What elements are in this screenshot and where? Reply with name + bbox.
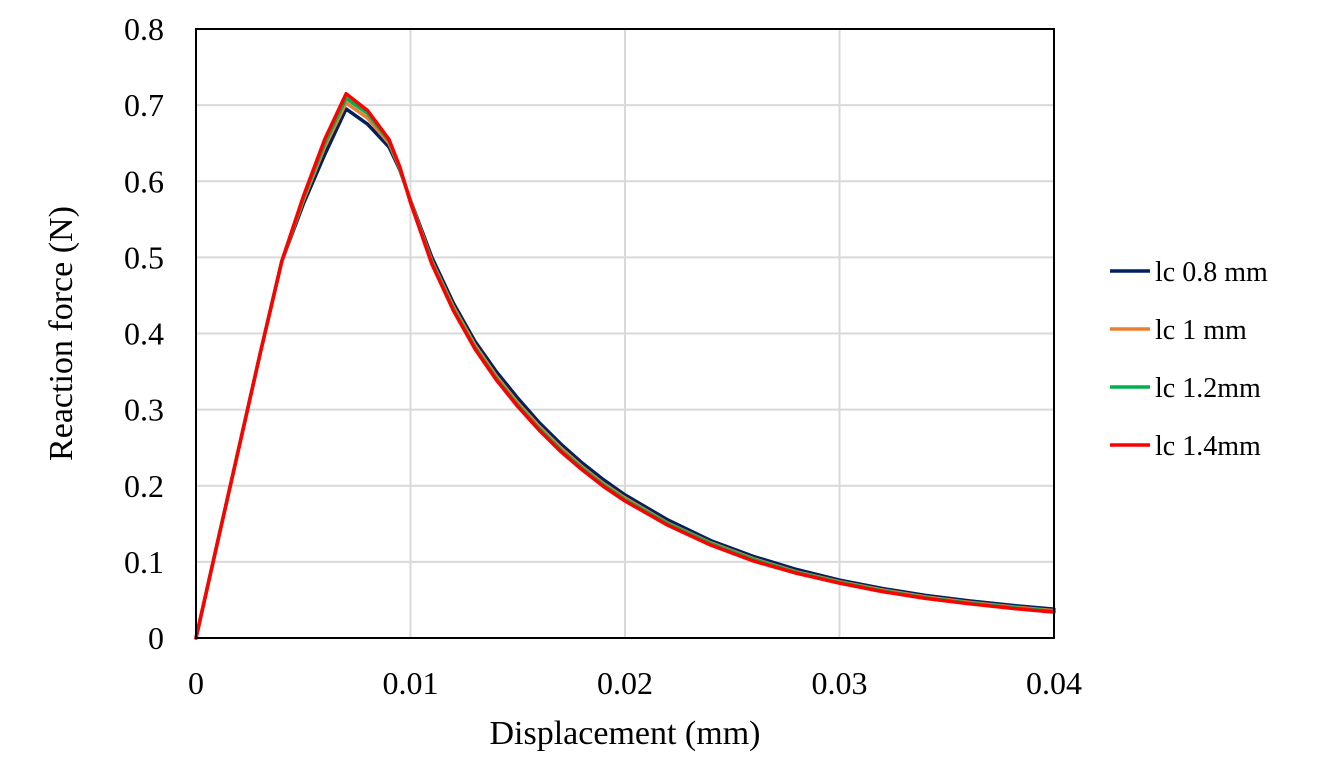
y-tick-label: 0.2 xyxy=(124,468,164,504)
y-tick-label: 0.4 xyxy=(124,316,164,352)
grid xyxy=(196,29,1054,638)
y-tick-label: 0.8 xyxy=(124,11,164,47)
x-tick-label: 0.03 xyxy=(812,665,868,701)
x-axis-title: Displacement (mm) xyxy=(490,715,761,752)
y-tick-label: 0 xyxy=(148,620,164,656)
x-tick-label: 0.02 xyxy=(597,665,653,701)
x-tick-label: 0 xyxy=(188,665,204,701)
y-tick-label: 0.1 xyxy=(124,544,164,580)
x-tick-label: 0.04 xyxy=(1026,665,1082,701)
legend-label: lc 1.4mm xyxy=(1155,431,1261,462)
y-axis-ticks: 0 0.1 0.2 0.3 0.4 0.5 0.6 0.7 0.8 xyxy=(124,11,164,656)
legend-label: lc 0.8 mm xyxy=(1155,257,1268,288)
series-group xyxy=(194,91,1056,640)
y-tick-label: 0.6 xyxy=(124,163,164,199)
series-line-4 xyxy=(194,91,1056,640)
plot-frame xyxy=(195,28,1055,639)
legend-label: lc 1 mm xyxy=(1155,315,1247,346)
legend: lc 0.8 mm lc 1 mm lc 1.2mm lc 1.4mm xyxy=(1110,257,1268,462)
x-axis-ticks: 0 0.01 0.02 0.03 0.04 xyxy=(188,665,1082,701)
y-axis-title: Reaction force (N) xyxy=(43,206,80,461)
y-tick-label: 0.3 xyxy=(124,392,164,428)
y-tick-label: 0.5 xyxy=(124,239,164,275)
legend-label: lc 1.2mm xyxy=(1155,373,1261,404)
y-tick-label: 0.7 xyxy=(124,87,164,123)
x-tick-label: 0.01 xyxy=(383,665,439,701)
